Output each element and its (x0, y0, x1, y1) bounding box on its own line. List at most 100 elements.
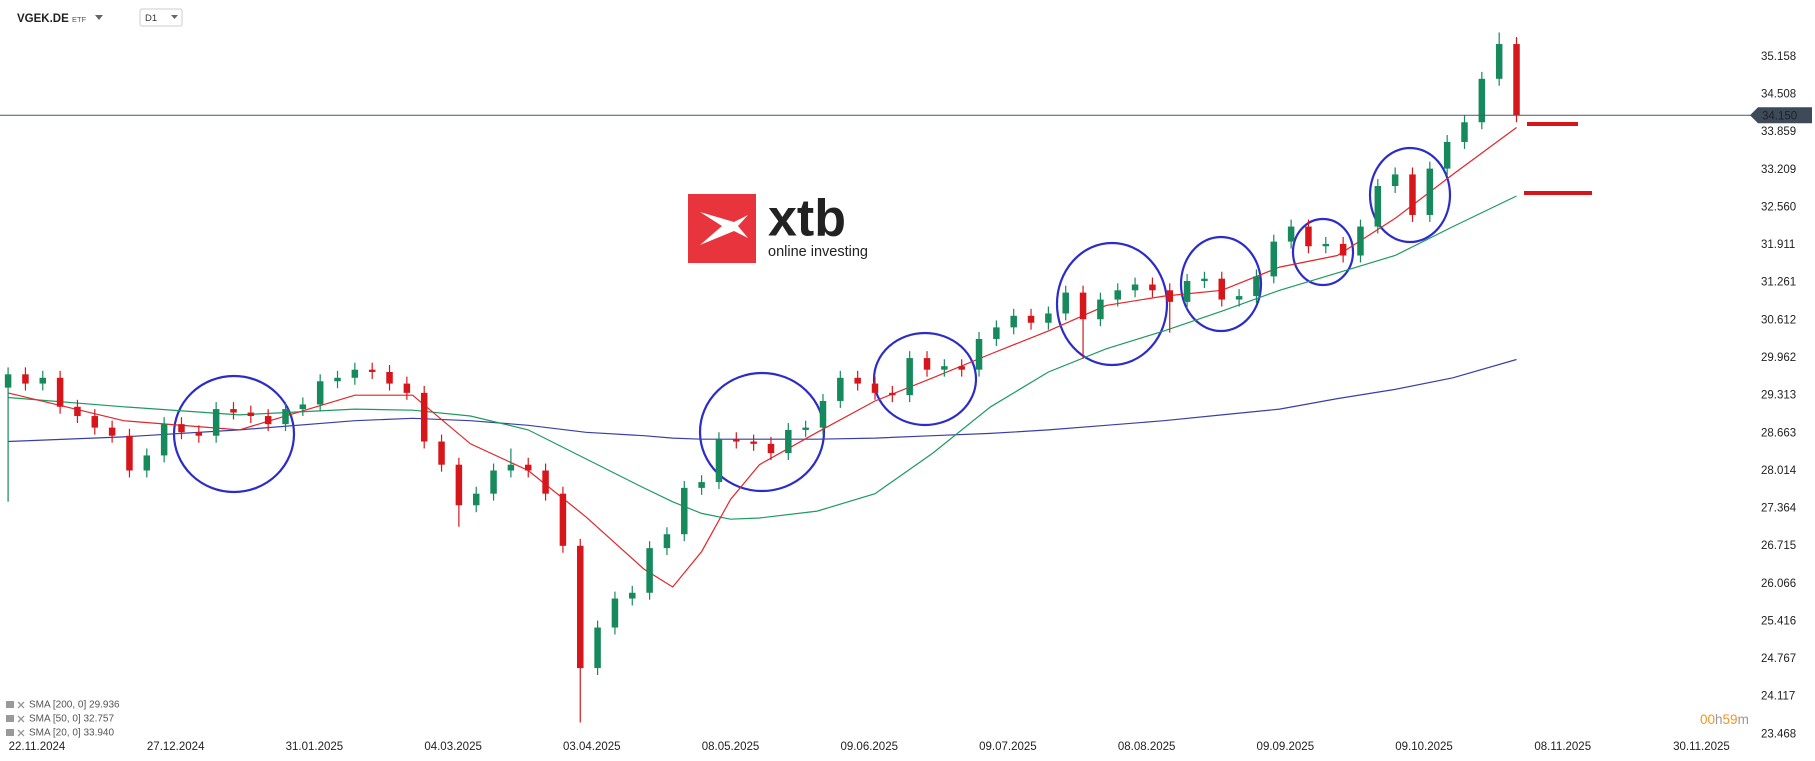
candle-body (212, 409, 220, 436)
candle-body (889, 392, 896, 396)
timer-part: m (1738, 712, 1749, 727)
candle-body (871, 383, 879, 393)
candle (1495, 32, 1503, 86)
candle (1114, 283, 1121, 307)
candle-body (715, 439, 723, 483)
candle (420, 385, 428, 449)
candle-body (854, 377, 861, 384)
candle (212, 402, 220, 443)
candle (975, 332, 983, 377)
y-tick-label: 28.663 (1761, 427, 1796, 439)
candle (74, 399, 81, 423)
candle (472, 486, 480, 513)
candle (1409, 167, 1416, 222)
y-tick-label: 28.014 (1761, 465, 1797, 477)
candle-body (646, 548, 653, 593)
candle (577, 538, 584, 723)
x-tick-label: 22.11.2024 (9, 741, 66, 753)
candle (819, 394, 827, 435)
candle-body (1097, 299, 1104, 320)
candle (698, 475, 705, 495)
candle (629, 585, 636, 606)
current-price-label: 34.150 (1762, 110, 1797, 122)
candle (1166, 283, 1173, 333)
candle-body (282, 409, 289, 425)
y-tick-label: 23.468 (1761, 728, 1796, 740)
candle-body (1079, 292, 1087, 320)
candle (785, 422, 792, 461)
circle (1368, 146, 1452, 244)
x-tick-label: 03.04.2025 (563, 741, 621, 753)
candle (455, 457, 463, 527)
x-tick-label: 08.11.2025 (1534, 741, 1591, 753)
candle-body (1287, 226, 1295, 242)
y-tick-label: 26.066 (1761, 578, 1796, 590)
candle-body (1495, 44, 1503, 79)
candle (230, 402, 237, 420)
candle (1322, 236, 1330, 254)
candle (178, 417, 185, 440)
candle-body (1426, 168, 1434, 215)
timer-part: h (1715, 712, 1723, 727)
candle-body (750, 441, 757, 444)
candle-body (143, 455, 151, 471)
candle-body (1270, 241, 1278, 277)
candle (1374, 179, 1382, 234)
candle (1305, 219, 1312, 254)
candle (854, 370, 861, 391)
candle-body (1062, 292, 1069, 314)
candle-body (126, 435, 133, 471)
candle (1513, 37, 1520, 123)
candle-body (1374, 185, 1382, 227)
candle (958, 359, 965, 377)
interval-select[interactable] (139, 8, 183, 27)
candle (1270, 234, 1278, 284)
y-tick-label: 27.364 (1761, 503, 1797, 515)
candle-body (420, 392, 428, 442)
y-tick-label: 29.962 (1761, 352, 1796, 364)
x-tick-label: 04.03.2025 (424, 741, 482, 753)
candle-body (733, 439, 740, 442)
candle-body (1149, 284, 1156, 291)
circle (1179, 235, 1263, 333)
candle-body (334, 377, 341, 382)
legend-entry: SMA [200, 0] 29.936 (29, 700, 120, 711)
symbol[interactable]: VGEK.DE (17, 13, 69, 25)
candle (663, 527, 671, 556)
candle (681, 480, 688, 542)
candle-body (1443, 141, 1451, 169)
candle (368, 362, 376, 379)
candle-body (1322, 243, 1330, 247)
candle (559, 486, 567, 553)
candle-body (438, 441, 445, 465)
candle-body (160, 424, 168, 456)
candle-body (1305, 226, 1312, 247)
candle (507, 448, 515, 478)
candle (91, 409, 99, 435)
plot-area: 35.158 34.508 33.859 33.209 32.560 31.911 31.2… (0, 32, 1812, 753)
candle-body (1218, 278, 1226, 300)
candle-body (1339, 243, 1347, 256)
candle-body (316, 381, 324, 405)
candle (1339, 236, 1347, 263)
candle-body (524, 464, 532, 471)
candle-body (1391, 174, 1399, 186)
candle-body (958, 366, 965, 370)
candle-body (1166, 290, 1173, 302)
y-tick-label: 26.715 (1761, 540, 1796, 552)
x-tick-label: 27.12.2024 (147, 741, 205, 753)
candle-body (906, 358, 913, 396)
legend-entry: SMA [20, 0] 33.940 (29, 728, 114, 739)
y-tick-label: 25.416 (1761, 615, 1796, 627)
candle (334, 370, 341, 389)
candle (1287, 219, 1295, 249)
symbol-dropdown[interactable] (95, 15, 103, 20)
candle-body (195, 432, 203, 436)
circle (1291, 217, 1355, 287)
candle (1478, 71, 1486, 130)
x-tick-label: 08.08.2025 (1118, 741, 1176, 753)
candle (386, 365, 393, 391)
candle-body (1114, 290, 1121, 300)
candle-body (698, 482, 705, 488)
